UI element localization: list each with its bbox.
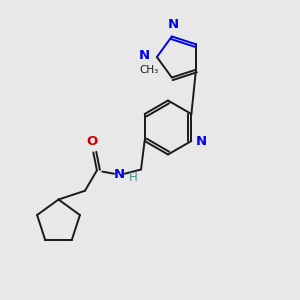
Text: CH₃: CH₃ (139, 65, 158, 75)
Text: N: N (168, 18, 179, 31)
Text: N: N (114, 168, 125, 182)
Text: N: N (139, 49, 150, 62)
Text: N: N (196, 134, 207, 148)
Text: O: O (86, 135, 98, 148)
Text: H: H (128, 171, 137, 184)
